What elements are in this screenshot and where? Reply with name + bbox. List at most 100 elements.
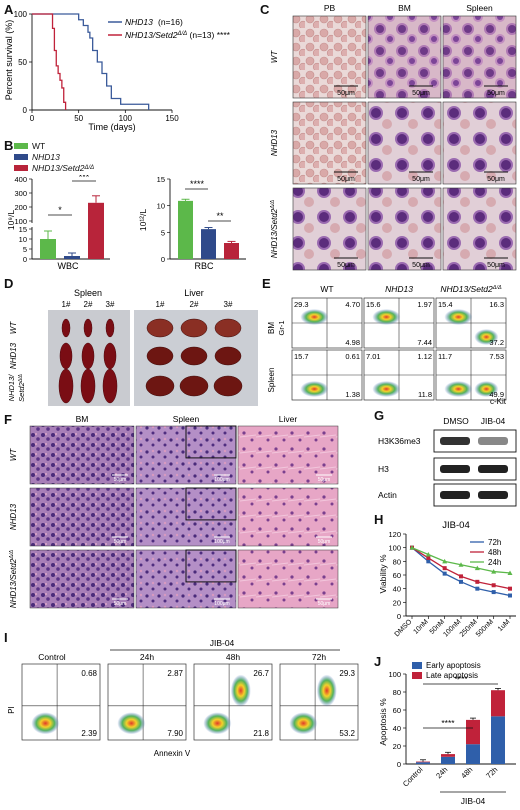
band: [440, 491, 470, 499]
h-ytick: 20: [393, 598, 401, 607]
i-xlabel: Annexin V: [154, 749, 191, 758]
j-sig-2: ****: [441, 718, 455, 728]
apoptosis-ylabel: Apoptosis %: [378, 698, 388, 746]
viability-point: [475, 586, 480, 591]
j-bar-1: [466, 719, 480, 745]
liver-title: Liver: [184, 288, 204, 298]
smear-image: [442, 187, 517, 271]
legend-nhd13-setd2: NHD13/Setd2Δ/Δ (n=13) ****: [125, 30, 231, 40]
i-lr: 7.90: [167, 729, 183, 738]
histology-scale: 50μm: [318, 477, 331, 483]
j-ytick: 40: [393, 724, 401, 733]
spleen-title: Spleen: [74, 288, 102, 298]
j-bar-0: [491, 716, 505, 764]
wbc-bar-0: [40, 239, 56, 259]
liver-specimen: [145, 375, 175, 397]
western-blot: DMSO JIB-04 H3K36me3 H3 Actin: [378, 416, 517, 507]
j-xtick: 72h: [484, 765, 499, 780]
rbc-bar-0: [178, 200, 193, 259]
liver-specimen: [179, 375, 209, 397]
panel-letter-c: C: [260, 2, 270, 17]
histology-scale: 50μm: [114, 539, 127, 545]
a-ytick: 50: [18, 58, 27, 67]
h-xtick: DMSO: [394, 618, 414, 638]
legend-swatch-setd2: [14, 164, 28, 171]
histology-image: [29, 425, 135, 485]
histology-scale: 50μm: [318, 601, 331, 607]
blot-frame: [433, 429, 517, 453]
survival-chart: 0 50 100 150 0 50 100 Percent survival (%) Tim…: [4, 10, 231, 132]
smear-scale: 50μm: [412, 176, 430, 183]
wbc-ytick: 0: [23, 255, 27, 264]
flow-lr: 7.44: [417, 338, 432, 347]
c-row-2: NHD13/Setd2Δ/Δ: [270, 200, 279, 259]
e-ylabel: Gr-1: [277, 321, 286, 336]
f-col-2: Liver: [279, 414, 298, 424]
histology-image: [237, 487, 339, 547]
wbc-xlabel: WBC: [58, 261, 79, 271]
spleen-specimen: [81, 342, 95, 370]
e-xlabel: c-Kit: [490, 397, 507, 406]
panel-letter-j: J: [374, 654, 382, 669]
spleen-specimen: [102, 368, 118, 404]
panel-letter-d: D: [4, 276, 14, 291]
liver-specimen: [214, 346, 242, 366]
flow-lr: 49.9: [489, 390, 504, 399]
smear-image: [367, 187, 442, 271]
f-row-0: WT: [9, 448, 18, 462]
spleen-specimen: [103, 342, 117, 370]
wbc-rbc-legend: WT NHD13 NHD13/Setd2 Δ/Δ: [14, 140, 94, 173]
spleen-specimen: [80, 368, 96, 404]
e-row-spleen: Spleen: [267, 368, 276, 393]
liver-specimen: [214, 318, 242, 338]
smear-image: [367, 15, 442, 99]
c-row-1: NHD13: [270, 129, 279, 156]
i-control-label: Control: [38, 652, 66, 662]
wbc-ytick: 5: [23, 245, 27, 254]
flow-ul: 29.3: [294, 300, 309, 309]
i-time-2: 48h: [226, 652, 240, 662]
i-ylabel: PI: [7, 706, 16, 714]
rbc-ytick: 5: [161, 228, 165, 237]
histology-inset: [185, 487, 237, 521]
histology-scale: 50μm: [114, 601, 127, 607]
panel-letter-h: H: [374, 512, 384, 527]
survival-xlabel: Time (days): [88, 122, 135, 132]
c-col-0: PB: [324, 3, 336, 13]
a-ytick: 0: [23, 106, 28, 115]
smear-image: [442, 15, 517, 99]
smear-scale: 50μm: [337, 90, 355, 97]
j-legend-0: Early apoptosis: [426, 661, 481, 670]
legend-setd2-b: NHD13/Setd2: [32, 162, 85, 173]
h-xtick: 500nM: [475, 618, 495, 638]
smear-image: [292, 15, 367, 99]
j-xtick: 24h: [434, 765, 449, 780]
i-lr: 21.8: [253, 729, 269, 738]
i-time-1: 24h: [140, 652, 154, 662]
smear-scale: 50μm: [337, 176, 355, 183]
j-legend-swatch: [412, 672, 422, 679]
band-label-1: H3: [378, 464, 389, 474]
smear-scale: 50μm: [412, 262, 430, 269]
e-col-1: NHD13: [385, 284, 413, 294]
viability-point: [426, 559, 431, 564]
flow-ur: 0.61: [345, 352, 360, 361]
c-row-0: WT: [270, 50, 279, 64]
j-ytick: 0: [397, 760, 401, 769]
j-bar-0: [466, 744, 480, 764]
j-group: JIB-04: [461, 796, 486, 806]
h-ytick: 60: [393, 571, 401, 580]
j-xtick: 48h: [459, 765, 474, 780]
rbc-bar-2: [224, 243, 239, 259]
i-ur: 29.3: [339, 669, 355, 678]
d-row-wt: WT: [9, 321, 18, 335]
histology-inset: [185, 549, 237, 583]
viability-point: [426, 555, 431, 560]
h-xtick: 10nM: [412, 618, 429, 635]
a-xtick: 100: [119, 114, 133, 123]
j-legend-swatch: [412, 662, 422, 669]
h-ytick: 120: [388, 530, 401, 539]
histology-scale: 100μm: [214, 601, 229, 607]
flow-ul: 11.7: [438, 352, 452, 361]
band-label-0: H3K36me3: [378, 436, 421, 446]
